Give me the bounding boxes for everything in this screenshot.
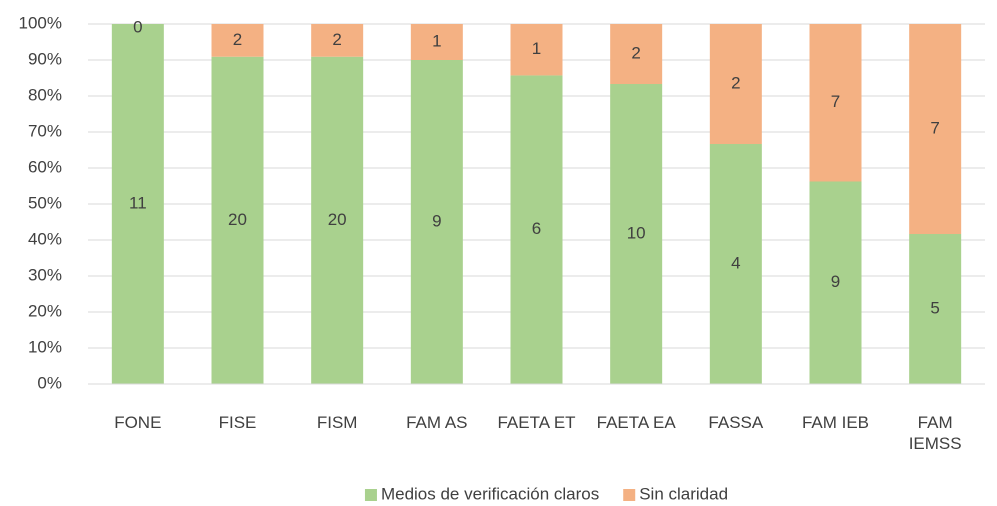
x-tick-label: FAETA EA (596, 413, 676, 432)
legend-label: Medios de verificación claros (381, 484, 599, 503)
bar-segment (610, 24, 663, 84)
legend-swatch (623, 489, 636, 501)
bar-segment (410, 24, 463, 60)
data-label: 4 (731, 253, 740, 272)
x-tick-label: FISM (316, 413, 358, 432)
bar-segment (510, 24, 563, 76)
x-tick-label: FAM AS (406, 413, 468, 432)
y-tick-label: 80% (28, 85, 62, 104)
y-tick-label: 30% (28, 265, 62, 284)
bar-segment (111, 24, 164, 384)
y-tick-label: 40% (28, 229, 62, 248)
data-label: 20 (328, 210, 347, 229)
data-label: 2 (631, 43, 640, 62)
x-tick-label: FONE (114, 413, 162, 432)
data-label: 1 (532, 39, 541, 58)
data-label: 5 (930, 298, 939, 317)
y-tick-label: 90% (28, 49, 62, 68)
data-label: 2 (731, 73, 740, 92)
y-tick-label: 60% (28, 157, 62, 176)
data-label: 0 (133, 17, 142, 36)
x-tick-label: FAM IEMSS (908, 413, 962, 453)
data-label: 10 (627, 223, 646, 242)
x-tick-label: FAETA ET (497, 413, 576, 432)
y-tick-label: 70% (28, 121, 62, 140)
bar-segment (211, 24, 264, 57)
y-tick-label: 100% (19, 13, 62, 32)
x-tick-label: FASSA (708, 413, 764, 432)
bar-segment (709, 144, 762, 384)
bar-segment (410, 60, 463, 384)
bar-segment (809, 24, 862, 182)
x-tick-label: FISE (218, 413, 257, 432)
data-label: 9 (831, 272, 840, 291)
y-tick-label: 20% (28, 301, 62, 320)
bar-segment (709, 24, 762, 144)
y-tick-label: 50% (28, 193, 62, 212)
bar-segment (311, 24, 364, 57)
x-tick-label: FAM IEB (801, 413, 870, 432)
data-label: 9 (432, 211, 441, 230)
data-label: 2 (332, 30, 341, 49)
legend-label: Sin claridad (639, 484, 728, 503)
data-label: 7 (930, 118, 939, 137)
bar-segment (311, 56, 364, 385)
bar-segment (909, 24, 962, 234)
data-label: 6 (532, 219, 541, 238)
bar-segment (211, 56, 264, 385)
legend-swatch (364, 489, 377, 501)
data-label: 20 (228, 210, 247, 229)
data-label: 11 (129, 193, 147, 212)
data-label: 7 (831, 92, 840, 111)
bar-segment (909, 234, 962, 384)
bar-segment (809, 181, 862, 384)
y-tick-label: 0% (37, 373, 62, 392)
data-label: 1 (432, 31, 441, 50)
bar-segment (610, 84, 663, 384)
bar-segment (510, 75, 563, 384)
data-label: 2 (233, 30, 242, 49)
y-tick-label: 10% (28, 337, 62, 356)
